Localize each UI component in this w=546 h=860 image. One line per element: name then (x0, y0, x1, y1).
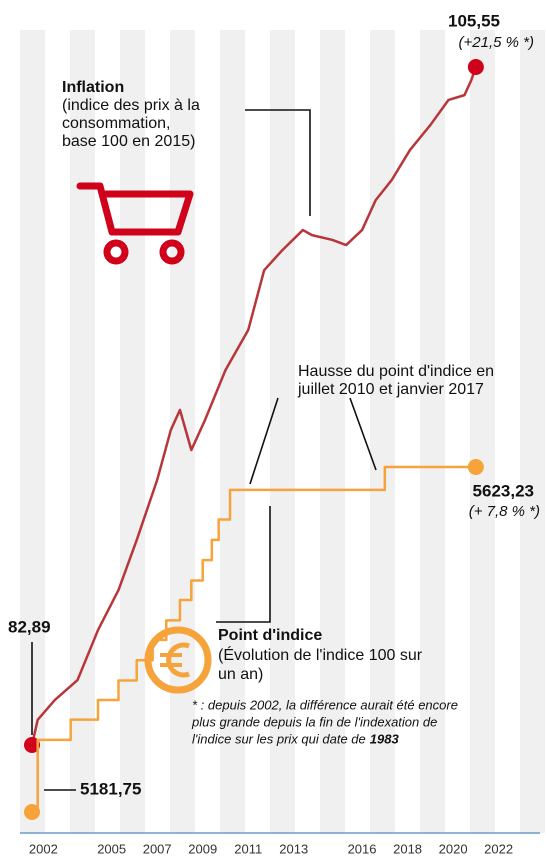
series-description: (Évolution de l'indice 100 sur (218, 645, 423, 664)
footnote: * : depuis 2002, la différence aurait ét… (192, 697, 458, 712)
x-tick-label: 2002 (29, 841, 58, 856)
x-tick-label: 2009 (188, 841, 217, 856)
end-value-label: 105,55 (448, 11, 500, 30)
leader-line (216, 506, 271, 623)
leader-line (249, 397, 279, 485)
x-tick-label: 2016 (348, 841, 377, 856)
end-value-label: 5623,23 (473, 481, 534, 500)
leader-line (245, 109, 311, 216)
change-label: (+ 7,8 % *) (469, 503, 540, 520)
stripe (70, 30, 95, 833)
series-description: un an) (218, 666, 263, 683)
series-line (30, 66, 478, 746)
stripe (320, 30, 345, 833)
series-description: base 100 en 2015) (62, 133, 195, 150)
x-tick-label: 2022 (484, 841, 513, 856)
stripe (220, 30, 245, 833)
annotation: juillet 2010 et janvier 2017 (297, 381, 484, 398)
stripe (270, 30, 295, 833)
x-tick-label: 2013 (279, 841, 308, 856)
background-stripes (20, 30, 545, 833)
stripe (170, 30, 195, 833)
stripe (520, 30, 545, 833)
euro-icon (144, 626, 212, 694)
cart-icon (76, 182, 194, 265)
end-marker (467, 459, 484, 475)
change-label: (+21,5 % *) (459, 34, 534, 51)
x-tick-label: 2020 (439, 841, 468, 856)
end-marker (467, 59, 484, 75)
x-tick-label: 2011 (234, 841, 262, 856)
annotation: Hausse du point d'indice en (298, 363, 494, 380)
start-value-label: 82,89 (8, 617, 51, 636)
footnote: l'indice sur les prix qui date de (192, 731, 366, 746)
stripe (420, 30, 445, 833)
series-description: consommation, (62, 115, 171, 132)
x-tick-label: 2018 (393, 841, 422, 856)
end-marker (24, 804, 40, 820)
leader-line (349, 397, 377, 471)
footnote: plus grande depuis la fin de l'indexatio… (191, 714, 437, 729)
series-description: (indice des prix à la (62, 97, 200, 114)
stripe (370, 30, 395, 833)
start-value-label: 5181,75 (80, 779, 141, 798)
series-title: Point d'indice (218, 627, 322, 644)
series-title: Inflation (62, 79, 124, 96)
stripe (470, 30, 495, 833)
end-marker (24, 737, 40, 753)
series-line (32, 465, 476, 814)
x-tick-label: 2005 (97, 841, 126, 856)
footnote-emphasis: 1983 (370, 731, 400, 746)
x-tick-label: 2007 (143, 841, 172, 856)
stripe (120, 30, 145, 833)
plot: 2002 2005 2007 2009 2011 2013 2016 2018 2020 2022 (24, 59, 513, 856)
